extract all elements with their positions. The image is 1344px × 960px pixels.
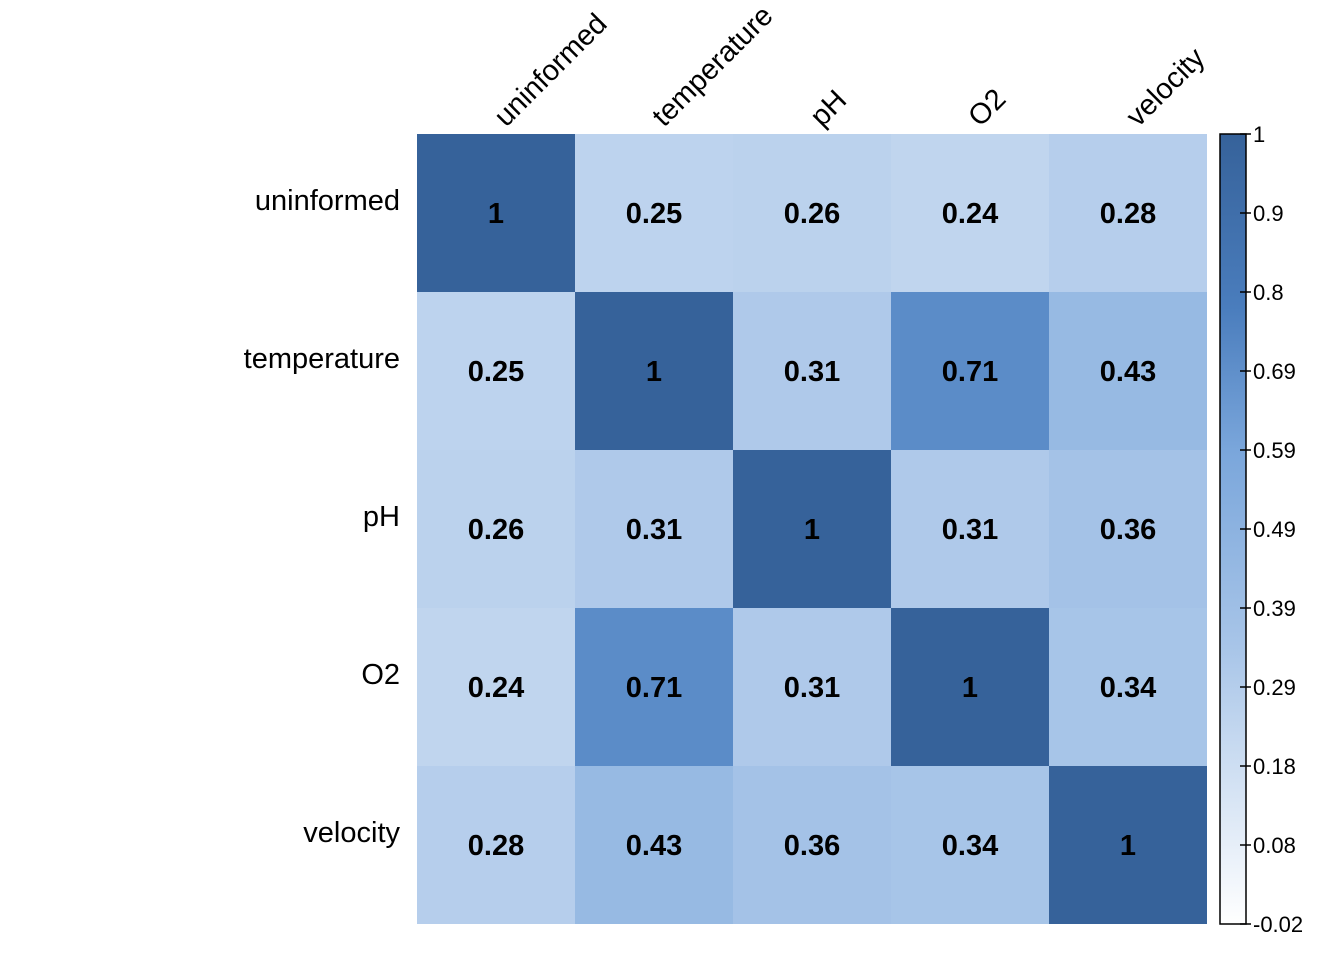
heatmap-cell-label: 0.34 [942, 830, 998, 862]
colorbar-tick-label: 0.08 [1253, 833, 1296, 858]
column-label-uninformed: uninformed [488, 8, 613, 133]
column-label-O2: O2 [962, 83, 1012, 133]
heatmap-cell-label: 0.26 [468, 514, 524, 546]
colorbar-tick-label: 0.49 [1253, 517, 1296, 542]
heatmap-cell-uninformed-pH [733, 134, 891, 292]
heatmap-cell-label: 0.31 [942, 514, 998, 546]
heatmap-cell-pH-O2 [891, 450, 1049, 608]
heatmap-cell-pH-uninformed [417, 450, 575, 608]
colorbar-ticks: 1 0.9 0.8 0.69 0.59 0.49 0.39 0.29 0.18 0.08 -0.02 [1240, 122, 1303, 937]
heatmap-cells [417, 134, 1207, 924]
heatmap-cell-label: 1 [488, 198, 504, 230]
heatmap-cell-label: 0.36 [784, 830, 840, 862]
heatmap-cell-label: 0.25 [468, 356, 524, 388]
row-label-O2: O2 [361, 659, 400, 691]
heatmap-cell-velocity-temperature [575, 766, 733, 924]
colorbar-tick-label: -0.02 [1253, 912, 1303, 937]
heatmap-cell-label: 0.24 [468, 672, 524, 704]
heatmap-cell-uninformed-uninformed [417, 134, 575, 292]
colorbar-tick-label: 0.29 [1253, 675, 1296, 700]
heatmap-cell-label: 0.28 [1100, 198, 1156, 230]
heatmap-cell-label: 0.43 [1100, 356, 1156, 388]
heatmap-cell-O2-temperature [575, 608, 733, 766]
heatmap-cell-labels: 1 0.25 0.26 0.24 0.28 0.25 1 0.31 0.71 0.43 0.26 0.… [468, 198, 1156, 862]
heatmap-cell-label: 0.31 [784, 356, 840, 388]
column-label-pH: pH [804, 84, 853, 133]
heatmap-cell-label: 0.71 [626, 672, 682, 704]
heatmap-cell-uninformed-velocity [1049, 134, 1207, 292]
heatmap-cell-pH-temperature [575, 450, 733, 608]
colorbar-tick-label: 0.39 [1253, 596, 1296, 621]
heatmap-cell-label: 0.31 [626, 514, 682, 546]
heatmap-cell-label: 1 [1120, 830, 1136, 862]
heatmap-cell-label: 0.34 [1100, 672, 1156, 704]
colorbar: 1 0.9 0.8 0.69 0.59 0.49 0.39 0.29 0.18 0.08 -0.02 [1219, 122, 1303, 937]
heatmap-cell-label: 1 [646, 356, 662, 388]
heatmap-cell-velocity-velocity [1049, 766, 1207, 924]
colorbar-tick-label: 0.9 [1253, 201, 1284, 226]
heatmap-cell-pH-velocity [1049, 450, 1207, 608]
heatmap-cell-temperature-velocity [1049, 292, 1207, 450]
heatmap-cell-label: 0.28 [468, 830, 524, 862]
heatmap-cell-pH-pH [733, 450, 891, 608]
heatmap-cell-O2-velocity [1049, 608, 1207, 766]
heatmap-cell-O2-uninformed [417, 608, 575, 766]
heatmap-cell-label: 0.31 [784, 672, 840, 704]
heatmap-cell-uninformed-O2 [891, 134, 1049, 292]
heatmap-cell-uninformed-temperature [575, 134, 733, 292]
heatmap-cell-label: 0.24 [942, 198, 998, 230]
heatmap-cell-velocity-O2 [891, 766, 1049, 924]
heatmap-cell-temperature-uninformed [417, 292, 575, 450]
heatmap-cell-O2-O2 [891, 608, 1049, 766]
heatmap-cell-velocity-pH [733, 766, 891, 924]
colorbar-tick-label: 0.18 [1253, 754, 1296, 779]
heatmap-cell-velocity-uninformed [417, 766, 575, 924]
heatmap-cell-temperature-temperature [575, 292, 733, 450]
row-label-uninformed: uninformed [255, 185, 400, 217]
heatmap-cell-label: 0.43 [626, 830, 682, 862]
column-label-velocity: velocity [1120, 42, 1211, 133]
heatmap-cell-label: 0.36 [1100, 514, 1156, 546]
colorbar-tick-label: 0.69 [1253, 359, 1296, 384]
column-labels: uninformed temperature pH O2 velocity [488, 0, 1211, 133]
heatmap-cell-label: 0.26 [784, 198, 840, 230]
heatmap-cell-temperature-pH [733, 292, 891, 450]
colorbar-tick-label: 0.59 [1253, 438, 1296, 463]
heatmap-cell-label: 0.25 [626, 198, 682, 230]
row-label-pH: pH [363, 501, 400, 533]
colorbar-tick-label: 1 [1253, 122, 1265, 147]
heatmap-cell-label: 1 [804, 514, 820, 546]
heatmap-cell-temperature-O2 [891, 292, 1049, 450]
colorbar-tick-label: 0.8 [1253, 280, 1284, 305]
heatmap-cell-label: 0.71 [942, 356, 998, 388]
row-label-velocity: velocity [303, 817, 400, 849]
row-label-temperature: temperature [244, 343, 400, 375]
heatmap-cell-O2-pH [733, 608, 891, 766]
column-label-temperature: temperature [646, 0, 779, 133]
row-labels: uninformed temperature pH O2 velocity [244, 185, 401, 849]
heatmap-cell-label: 1 [962, 672, 978, 704]
